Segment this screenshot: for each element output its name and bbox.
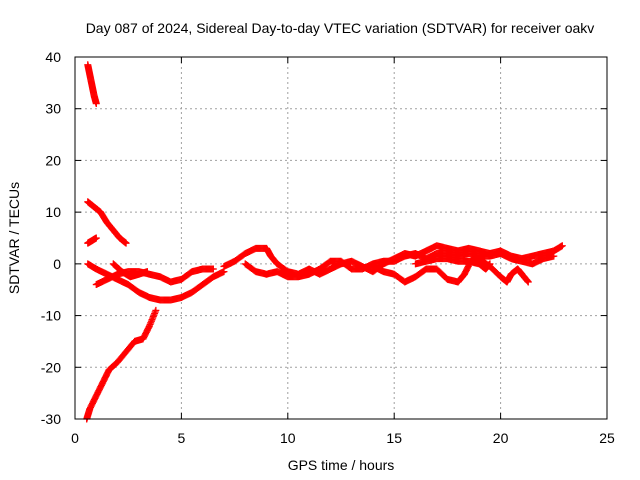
grid-lines (75, 57, 607, 419)
x-tick-label: 10 (280, 430, 296, 446)
y-tick-label: 0 (53, 256, 61, 272)
data-point (209, 265, 217, 273)
y-axis-label: SDTVAR / TECUs (6, 182, 22, 294)
plot-frame (74, 56, 608, 420)
data-point (92, 100, 100, 108)
series-arc-low-dip (84, 260, 228, 304)
data-point (92, 234, 100, 242)
series-arc-upper-mid (109, 260, 151, 281)
series-arc-rising (83, 306, 160, 423)
data-points (83, 61, 566, 423)
x-tick-labels: 0 5 10 15 20 25 (71, 430, 615, 446)
chart-title: Day 087 of 2024, Sidereal Day-to-day VTE… (86, 20, 595, 36)
data-point (122, 239, 130, 247)
x-tick-label: 0 (71, 430, 79, 446)
series-arc-day-b (241, 250, 558, 281)
data-point (524, 278, 532, 286)
data-point (486, 260, 494, 268)
y-tick-label: -10 (41, 308, 61, 324)
data-point (550, 252, 558, 260)
y-tick-label: 30 (45, 101, 61, 117)
series-arc-high-start (84, 61, 100, 108)
axis-ticks (74, 56, 608, 420)
series-arc-descend-10 (84, 198, 130, 247)
x-tick-label: 25 (599, 430, 615, 446)
data-point (152, 306, 160, 314)
y-tick-label: -20 (41, 359, 61, 375)
x-axis-label: GPS time / hours (288, 457, 395, 473)
y-tick-label: -30 (41, 411, 61, 427)
series-arc-small-4 (84, 234, 100, 247)
y-tick-labels: -30 -20 -10 0 10 20 30 40 (41, 49, 61, 427)
x-tick-label: 15 (386, 430, 402, 446)
data-point (143, 268, 151, 276)
x-tick-label: 5 (178, 430, 186, 446)
x-tick-label: 20 (493, 430, 509, 446)
y-tick-label: 10 (45, 204, 61, 220)
series-arc-day-d (411, 255, 494, 273)
y-tick-label: 20 (45, 152, 61, 168)
y-tick-label: 40 (45, 49, 61, 65)
data-point (558, 242, 566, 250)
